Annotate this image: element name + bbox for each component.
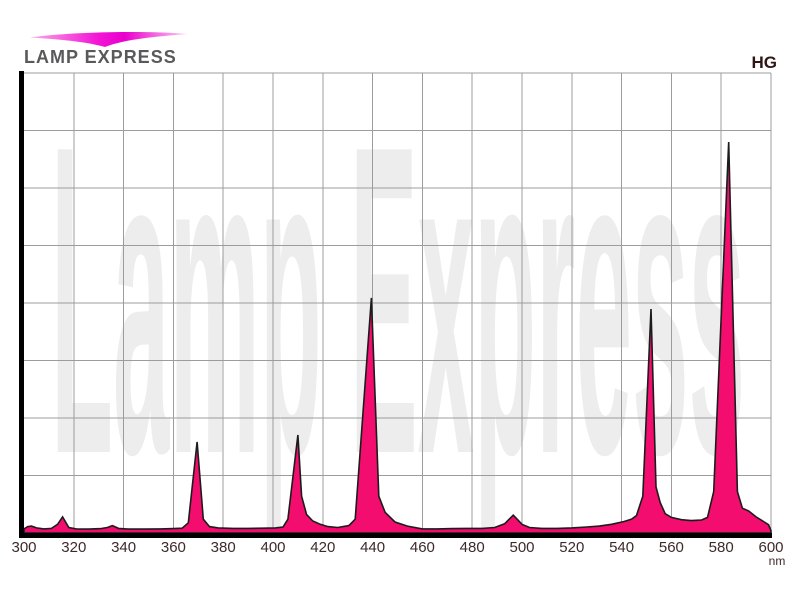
- x-tick-label: 460: [410, 539, 435, 556]
- x-tick-label: 540: [609, 539, 634, 556]
- x-tick-label: 500: [509, 539, 534, 556]
- x-tick-label: 300: [11, 539, 36, 556]
- x-axis-unit-label: nm: [769, 554, 786, 568]
- x-tick-label: 340: [111, 539, 136, 556]
- y-axis-line: [19, 71, 24, 538]
- x-axis-line: [19, 533, 772, 538]
- x-tick-label: 360: [161, 539, 186, 556]
- watermark-text: Lamp Express: [51, 55, 745, 548]
- axes: [19, 71, 772, 538]
- spectrum-area-series: [23, 141, 772, 534]
- x-tick-label: 380: [211, 539, 236, 556]
- x-tick-label: 600: [758, 539, 783, 556]
- x-tick-label: 520: [559, 539, 584, 556]
- logo: LAMP EXPRESS: [24, 22, 204, 68]
- logo-swoosh-icon: [30, 31, 188, 47]
- lamp-type-label: HG: [751, 53, 778, 72]
- x-tick-label: 420: [310, 539, 335, 556]
- x-tick-label: 480: [460, 539, 485, 556]
- x-tick-label: 320: [61, 539, 86, 556]
- x-tick-label: 580: [709, 539, 734, 556]
- x-tick-label: 560: [659, 539, 684, 556]
- x-axis-tick-labels: 300 320 340 360 380 400 420 440 460 480 500 520 540 5…: [11, 539, 785, 568]
- x-tick-label: 440: [360, 539, 385, 556]
- x-tick-label: 400: [260, 539, 285, 556]
- logo-title: LAMP EXPRESS: [24, 47, 177, 67]
